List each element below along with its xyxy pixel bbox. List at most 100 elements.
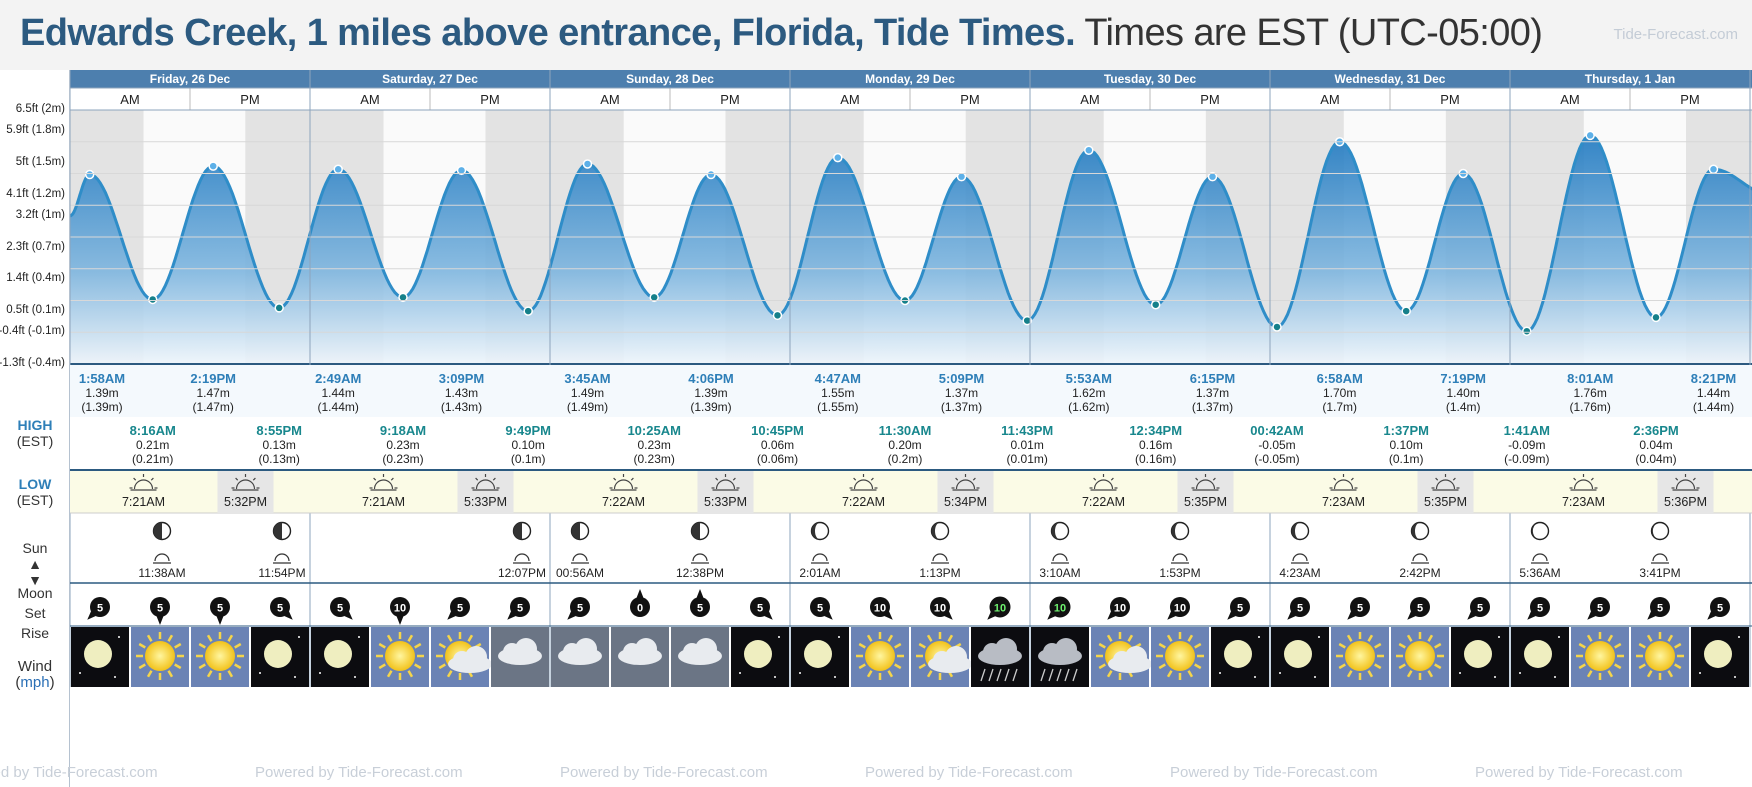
- footer-watermark: Powered by Tide-Forecast.com: [560, 764, 768, 781]
- high-tide-entry: 6:15PM 1.37m (1.37m): [1183, 372, 1243, 415]
- sunset-icon: [231, 474, 260, 491]
- tide-height: 1.37m: [944, 386, 979, 400]
- tide-time: 5:53AM: [1065, 371, 1112, 386]
- rain-night-icon: [1031, 627, 1089, 687]
- y-axis-label: 4.1ft (1.2m): [6, 187, 65, 200]
- wind-speed: 5: [217, 603, 223, 615]
- tide-height-metric: (1.37m): [940, 400, 983, 414]
- clear-night-icon: [311, 627, 369, 687]
- wind-speed: 5: [1657, 603, 1663, 615]
- wind-circle: [1590, 597, 1610, 617]
- pm-label: PM: [240, 92, 260, 107]
- sunny-icon: [1391, 627, 1449, 687]
- high-tide-entry: 5:09PM 1.37m (1.37m): [932, 372, 992, 415]
- moonrise-icon: [571, 553, 589, 564]
- wind-indicator: 10: [1047, 596, 1071, 620]
- wind-direction-arrow: [1407, 611, 1416, 620]
- wind-direction-arrow: [344, 611, 353, 620]
- low-tide-entry: 9:49PM 0.10m (0.1m): [498, 424, 558, 467]
- sunrise-time: 7:23AM: [1321, 495, 1366, 509]
- day-header-label: Friday, 26 Dec: [150, 72, 231, 86]
- high-tide-point: [582, 159, 593, 169]
- wind-indicator: 5: [87, 597, 110, 620]
- tide-height-metric: (0.21m): [132, 452, 174, 466]
- page-title: Edwards Creek, 1 miles above entrance, F…: [20, 12, 1543, 55]
- sunset-time: 5:33PM: [703, 495, 748, 509]
- high-tide-entry: 2:49AM 1.44m (1.44m): [308, 372, 368, 415]
- y-axis-label: 0.5ft (0.1m): [6, 304, 65, 317]
- rain-night-icon: [971, 627, 1029, 687]
- tide-height-metric: (1.4m): [1445, 400, 1481, 414]
- wind-direction-arrow: [567, 611, 576, 620]
- day-header-bar: [0, 70, 1752, 88]
- clear-night-icon: [71, 627, 129, 687]
- tide-time: 9:18AM: [379, 423, 427, 438]
- moon-waxing-crescent-icon: [810, 521, 830, 541]
- sunset-cell-bg: [1417, 471, 1474, 513]
- wind-direction-arrow: [507, 611, 516, 620]
- sunset-cell-bg: [217, 471, 274, 513]
- y-axis-label: 5.9ft (1.8m): [6, 124, 65, 137]
- sunrise-time: 7:21AM: [361, 495, 406, 509]
- y-axis-label: 5ft (1.5m): [15, 155, 65, 168]
- tide-height-metric: (0.01m): [1006, 452, 1048, 466]
- high-tide-point: [1207, 171, 1218, 182]
- moonrise-icon: [1411, 553, 1429, 564]
- wind-circle: [1110, 597, 1130, 617]
- wind-unit-link[interactable]: mph: [20, 674, 50, 691]
- wind-speed: 5: [517, 603, 523, 615]
- moon-first-quarter-icon: [272, 521, 292, 541]
- tide-height-metric: (0.23m): [382, 452, 424, 466]
- low-tide-point: [523, 306, 533, 316]
- moonrise-time: 4:23AM: [1279, 566, 1321, 580]
- wind-indicator: 5: [1467, 597, 1490, 620]
- moonrise-icon: [931, 553, 949, 564]
- wind-speed: 5: [757, 603, 763, 615]
- wind-speed: 10: [1174, 603, 1186, 615]
- tide-height-metric: (1.39m): [690, 400, 732, 414]
- sunrise-icon: [609, 474, 638, 491]
- high-label-text: HIGH: [17, 417, 53, 433]
- low-tide-entry: 8:16AM 0.21m (0.21m): [123, 424, 183, 467]
- wind-indicator: 5: [447, 597, 470, 620]
- tide-height: 0.13m: [262, 438, 296, 452]
- tide-height: 1.70m: [1323, 386, 1357, 400]
- wind-circle: [750, 597, 770, 617]
- am-label: AM: [360, 92, 380, 107]
- low-tide-point: [1022, 315, 1032, 326]
- moonrise-time: 3:41PM: [1639, 566, 1681, 580]
- wind-speed: 5: [1717, 603, 1723, 615]
- high-tide-entry: 4:47AM 1.55m (1.55m): [808, 371, 868, 415]
- wind-speed: 10: [874, 603, 886, 615]
- sunset-time: 5:33PM: [463, 495, 508, 509]
- wind-speed: 5: [457, 603, 463, 615]
- day-header-label: Tuesday, 30 Dec: [1104, 72, 1197, 86]
- wind-speed: 5: [337, 603, 343, 615]
- tide-height-metric: (1.39m): [81, 400, 123, 414]
- wind-indicator: 5: [810, 597, 833, 620]
- wind-direction-arrow: [284, 611, 293, 620]
- moon-label: Moon Set Rise: [0, 583, 70, 643]
- am-label: AM: [120, 92, 140, 107]
- footer-watermark: Powered by Tide-Forecast.com: [1475, 764, 1683, 781]
- wind-speed: 5: [157, 603, 163, 615]
- clear-night-icon: [731, 627, 789, 687]
- sunny-icon: [851, 627, 909, 687]
- tide-height: 1.44m: [1696, 386, 1731, 400]
- wind-direction-arrow: [944, 611, 953, 620]
- wind-indicator: 5: [567, 597, 590, 620]
- wind-direction-arrow: [987, 611, 996, 620]
- tide-height-metric: (0.06m): [756, 452, 799, 466]
- tide-height: 0.10m: [1389, 438, 1423, 452]
- sunrise-time: 7:22AM: [841, 495, 886, 509]
- tide-time: 4:47AM: [814, 371, 861, 386]
- sunset-icon: [1671, 474, 1700, 491]
- wind-indicator: 5: [1527, 597, 1550, 620]
- wind-circle: [450, 597, 470, 617]
- low-tide-point: [1272, 322, 1282, 332]
- footer-watermark: Powered by Tide-Forecast.com: [255, 764, 463, 781]
- wind-direction-arrow: [1527, 611, 1536, 620]
- high-tide-point: [1585, 130, 1595, 141]
- high-row-bg: [70, 365, 1752, 417]
- high-label-sub: (EST): [16, 433, 54, 449]
